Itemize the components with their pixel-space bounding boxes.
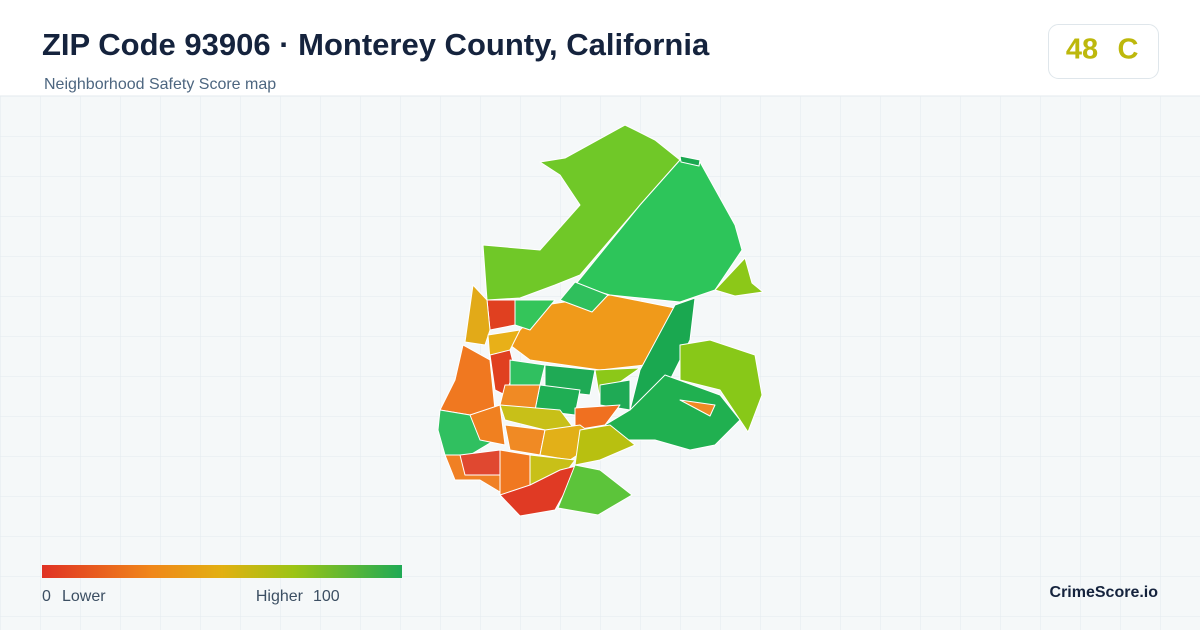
legend-max-label: Higher [256, 588, 304, 605]
score-badge [1048, 24, 1159, 79]
brand: CrimeScore.io [1050, 584, 1159, 601]
zip-map [437, 124, 764, 517]
title: ZIP Code 93906 · Monterey County, Califo… [42, 27, 710, 62]
subtitle: Neighborhood Safety Score map [44, 76, 276, 93]
legend-min-label: Lower [62, 588, 106, 605]
score-grade: C [1118, 34, 1139, 66]
header-band [0, 0, 1200, 96]
legend-min: 0 [42, 588, 51, 605]
score-value: 48 [1066, 34, 1098, 66]
legend-scale [42, 565, 402, 578]
legend-max: 100 [313, 588, 340, 605]
